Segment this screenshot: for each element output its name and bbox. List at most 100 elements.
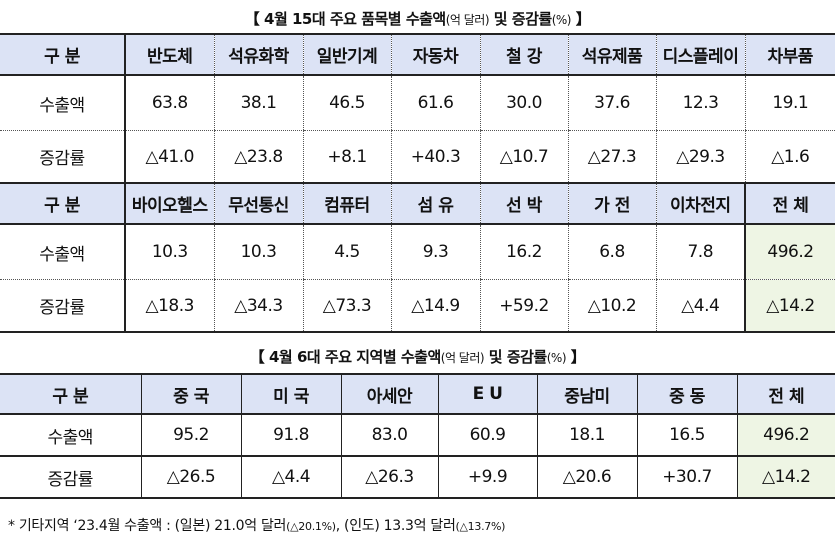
item-header: 이차전지 xyxy=(655,182,745,225)
footnote-text: * 기타지역 ‘23.4월 수출액 : (일본) 21.0억 달러 xyxy=(8,518,287,534)
export-value: 60.9 xyxy=(437,414,537,457)
export-value: 16.2 xyxy=(479,224,568,280)
item-header: 일반기계 xyxy=(302,34,391,76)
title-pct: (%) xyxy=(551,13,572,27)
footnote-text: , (인도) 13.3억 달러 xyxy=(335,518,456,534)
change-value: △29.3 xyxy=(655,130,745,183)
total-export-value: 496.2 xyxy=(736,414,835,457)
table2-title: 【 4월 6대 주요 지역별 수출액(억 달러) 및 증감률(%) 】 xyxy=(0,346,835,367)
change-value: △4.4 xyxy=(655,279,745,332)
item-header: 섬 유 xyxy=(390,182,480,225)
item-header: 디스플레이 xyxy=(655,34,745,76)
row-label: 구 분 xyxy=(0,374,141,415)
export-row: 수출액 63.8 38.1 46.5 61.6 30.0 37.6 12.3 1… xyxy=(0,75,835,131)
header-row: 구 분 중 국 미 국 아세안 E U 중남미 중 동 전 체 xyxy=(0,374,835,415)
product-export-table: 구 분 반도체 석유화학 일반기계 자동차 철 강 석유제품 디스플레이 차부품… xyxy=(0,33,835,333)
export-value: 9.3 xyxy=(390,224,480,280)
region-header: 아세안 xyxy=(340,374,438,415)
item-header: 석유제품 xyxy=(567,34,656,76)
title-tail: 및 증감률 xyxy=(484,348,547,366)
export-value: 30.0 xyxy=(479,75,568,131)
change-value: △26.5 xyxy=(140,456,241,498)
region-header: 미 국 xyxy=(240,374,341,415)
export-value: 4.5 xyxy=(302,224,391,280)
export-value: 63.8 xyxy=(124,75,214,131)
export-value: 37.6 xyxy=(567,75,656,131)
row-label: 구 분 xyxy=(0,182,126,225)
header-row: 구 분 반도체 석유화학 일반기계 자동차 철 강 석유제품 디스플레이 차부품 xyxy=(0,34,835,76)
change-row: 증감률 △18.3 △34.3 △73.3 △14.9 +59.2 △10.2 … xyxy=(0,279,835,332)
change-value: △26.3 xyxy=(340,456,438,498)
export-row: 수출액 95.2 91.8 83.0 60.9 18.1 16.5 496.2 xyxy=(0,414,835,457)
item-header: 반도체 xyxy=(124,34,214,76)
row-label: 수출액 xyxy=(0,414,141,457)
change-value: +9.9 xyxy=(437,456,537,498)
export-value: 6.8 xyxy=(567,224,656,280)
header-row: 구 분 바이오헬스 무선통신 컴퓨터 섬 유 선 박 가 전 이차전지 전 체 xyxy=(0,182,835,225)
total-header: 전 체 xyxy=(736,374,835,415)
total-change-value: △14.2 xyxy=(744,279,835,332)
export-value: 83.0 xyxy=(340,414,438,457)
change-value: △4.4 xyxy=(240,456,341,498)
export-value: 10.3 xyxy=(213,224,303,280)
change-value: △1.6 xyxy=(744,130,835,183)
title-pct: (%) xyxy=(546,351,567,365)
title-unit: (억 달러) xyxy=(440,351,485,365)
item-header: 가 전 xyxy=(567,182,656,225)
region-header: 중 동 xyxy=(636,374,737,415)
export-value: 46.5 xyxy=(302,75,391,131)
change-value: △27.3 xyxy=(567,130,656,183)
table1-title: 【 4월 15대 주요 품목별 수출액(억 달러) 및 증감률(%) 】 xyxy=(0,8,835,29)
row-label: 증감률 xyxy=(47,469,94,490)
total-change-value: △14.2 xyxy=(736,456,835,498)
row-label: 구 분 xyxy=(0,34,126,76)
export-value: 7.8 xyxy=(655,224,745,280)
row-label: 증감률 xyxy=(0,130,126,183)
row-label: 수출액 xyxy=(0,75,126,131)
export-value: 95.2 xyxy=(140,414,241,457)
change-row: 증감률 △26.5 △4.4 △26.3 +9.9 △20.6 +30.7 △1… xyxy=(0,456,835,498)
region-header: 중남미 xyxy=(536,374,637,415)
item-header: 바이오헬스 xyxy=(124,182,214,225)
export-value: 18.1 xyxy=(536,414,637,457)
export-row: 수출액 10.3 10.3 4.5 9.3 16.2 6.8 7.8 496.2 xyxy=(0,224,835,280)
title-tail: 및 증감률 xyxy=(489,10,552,28)
change-value: △14.9 xyxy=(390,279,480,332)
change-value: +30.7 xyxy=(636,456,737,498)
change-value: △41.0 xyxy=(124,130,214,183)
item-header: 석유화학 xyxy=(213,34,303,76)
export-value: 12.3 xyxy=(655,75,745,131)
change-value: △23.8 xyxy=(213,130,303,183)
row-label: 수출액 xyxy=(0,224,126,280)
export-value: 19.1 xyxy=(744,75,835,131)
footnote: * 기타지역 ‘23.4월 수출액 : (일본) 21.0억 달러(△20.1%… xyxy=(8,515,505,535)
item-header: 선 박 xyxy=(479,182,568,225)
total-header: 전 체 xyxy=(744,182,835,225)
change-value: +40.3 xyxy=(390,130,480,183)
footnote-pct: (△13.7%) xyxy=(455,520,506,533)
item-header: 무선통신 xyxy=(213,182,303,225)
item-header: 컴퓨터 xyxy=(302,182,391,225)
export-value: 16.5 xyxy=(636,414,737,457)
item-header: 자동차 xyxy=(390,34,480,76)
change-value: △10.7 xyxy=(479,130,568,183)
item-header: 철 강 xyxy=(479,34,568,76)
region-header: E U xyxy=(437,374,537,415)
change-value: △73.3 xyxy=(302,279,391,332)
export-value: 38.1 xyxy=(213,75,303,131)
change-value: △10.2 xyxy=(567,279,656,332)
region-export-table: 구 분 중 국 미 국 아세안 E U 중남미 중 동 전 체 수출액 95.2… xyxy=(0,373,835,499)
change-value: △20.6 xyxy=(536,456,637,498)
total-export-value: 496.2 xyxy=(744,224,835,280)
title-main: 【 4월 15대 주요 품목별 수출액 xyxy=(244,10,446,28)
change-value: △34.3 xyxy=(213,279,303,332)
title-unit: (억 달러) xyxy=(445,13,490,27)
row-label: 증감률 xyxy=(0,279,126,332)
item-header: 차부품 xyxy=(744,34,835,76)
change-value: △18.3 xyxy=(124,279,214,332)
title-close: 】 xyxy=(566,348,586,366)
title-close: 】 xyxy=(570,10,591,28)
change-value: +8.1 xyxy=(302,130,391,183)
footnote-pct: (△20.1%) xyxy=(286,520,336,533)
export-value: 10.3 xyxy=(124,224,214,280)
